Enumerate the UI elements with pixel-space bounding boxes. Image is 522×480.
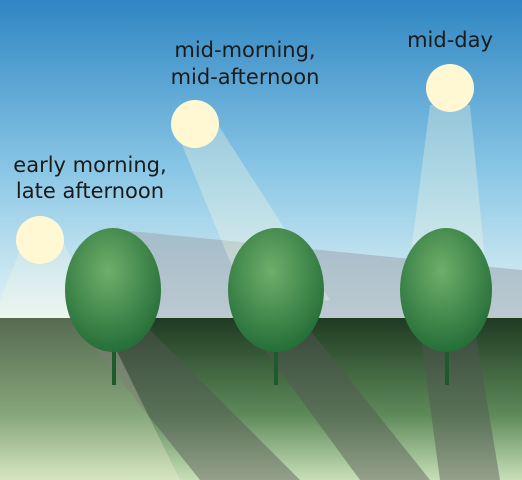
label-line: mid-morning, (174, 38, 315, 62)
illustration: early morning, late afternoon mid-mornin… (0, 0, 522, 480)
sun (426, 64, 474, 112)
label-line: early morning, (13, 153, 166, 177)
sun (171, 100, 219, 148)
label-line: mid-afternoon (171, 65, 320, 89)
sun (16, 216, 64, 264)
label-line: late afternoon (16, 179, 164, 203)
label-line: mid-day (407, 28, 493, 52)
